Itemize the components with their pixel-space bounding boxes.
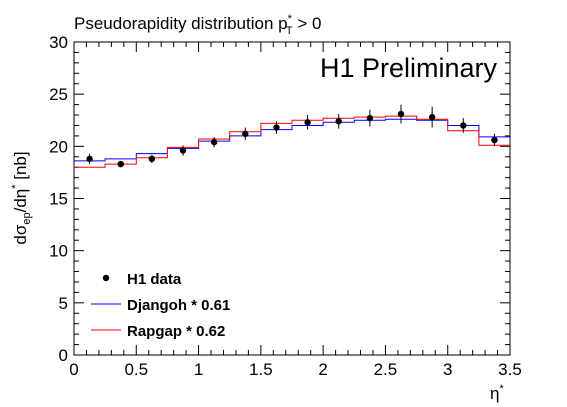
data-point — [335, 118, 342, 125]
series-line-djangoh — [74, 118, 510, 162]
x-tick-label: 3.5 — [498, 360, 522, 379]
data-point — [148, 155, 156, 163]
h1-preliminary-label: H1 Preliminary — [320, 53, 498, 83]
y-tick-label: 25 — [49, 85, 68, 104]
data-point — [428, 113, 436, 121]
legend-label-djangoh: Djangoh * 0.61 — [127, 297, 230, 314]
x-tick-label: 0 — [69, 360, 78, 379]
data-point — [491, 136, 498, 144]
legend-label-rapgap: Rapgap * 0.62 — [127, 323, 225, 340]
data-point — [86, 155, 93, 163]
y-tick-label: 20 — [49, 137, 68, 156]
data-point — [210, 138, 218, 146]
legend: H1 data Djangoh * 0.61 Rapgap * 0.62 — [91, 271, 230, 340]
y-tick-label: 10 — [49, 242, 68, 261]
data-point — [179, 147, 187, 154]
data-point — [304, 119, 311, 126]
legend-marker-data — [102, 274, 110, 282]
y-axis-label: dσep/dη* [nb] — [10, 151, 33, 244]
legend-label-data: H1 data — [127, 271, 182, 288]
data-points — [86, 104, 498, 168]
x-tick-label: 3 — [443, 360, 452, 379]
data-point — [460, 122, 467, 129]
y-tick-label: 0 — [59, 346, 68, 365]
x-tick-label: 2 — [318, 360, 327, 379]
x-tick-label: 1.5 — [249, 360, 273, 379]
data-point — [242, 130, 249, 138]
data-point — [397, 110, 405, 118]
data-point — [273, 124, 280, 131]
x-tick-label: 2.5 — [374, 360, 398, 379]
x-tick-label: 1 — [194, 360, 203, 379]
chart-title: Pseudorapidity distribution p* T > 0 — [74, 13, 321, 37]
y-tick-label: 5 — [59, 294, 68, 313]
y-tick-label: 15 — [49, 190, 68, 209]
data-point — [117, 160, 124, 168]
series-line-rapgap — [74, 115, 510, 168]
y-tick-label: 30 — [49, 33, 68, 52]
x-axis-label: η* — [490, 383, 504, 403]
x-tick-label: 0.5 — [124, 360, 148, 379]
histogram-series — [74, 115, 510, 168]
axis-ticks: 0 5 10 15 20 25 30 0 0.5 1 1.5 2 2.5 3 3.5 — [49, 33, 522, 379]
data-point — [366, 114, 374, 122]
